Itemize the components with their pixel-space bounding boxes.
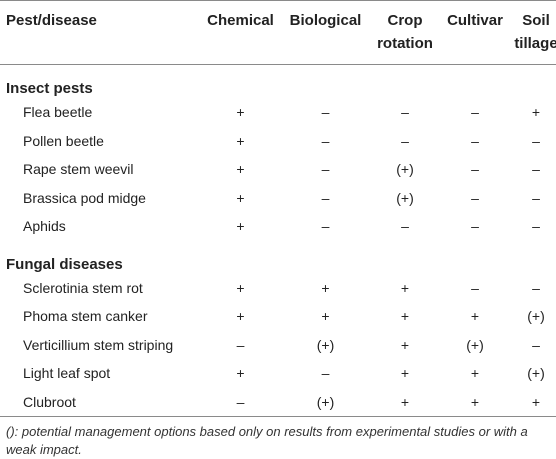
cell-cultivar: – (471, 104, 479, 121)
cell-crop-rotation: + (400, 393, 410, 410)
group-title: Insect pests (6, 80, 93, 97)
table-row: Flea beetle + – – – + (0, 98, 556, 127)
cell-cultivar: – (471, 189, 479, 206)
cell-chemical: – (236, 336, 245, 353)
top-rule (0, 0, 556, 1)
table-row: Sclerotinia stem rot + + + – – (0, 274, 556, 303)
cell-crop-rotation: + (400, 279, 410, 296)
cell-biological: + (321, 279, 330, 296)
cell-cultivar: – (471, 132, 479, 149)
cell-soil-tillage: – (532, 218, 540, 235)
row-name: Sclerotinia stem rot (23, 279, 143, 296)
header-chemical: Chemical (207, 12, 274, 29)
cell-biological: – (321, 132, 330, 149)
table-footnote: (): potential management options based o… (6, 424, 528, 457)
cell-chemical: – (236, 393, 245, 410)
cell-cultivar: + (470, 393, 480, 410)
cell-crop-rotation: + (400, 308, 410, 325)
row-name: Light leaf spot (23, 365, 111, 382)
cell-soil-tillage: – (532, 279, 540, 296)
row-name: Pollen beetle (23, 132, 104, 149)
cell-crop-rotation: + (400, 365, 410, 382)
table-row: Pollen beetle + – – – – (0, 127, 556, 156)
cell-biological: – (321, 218, 330, 235)
row-name: Phoma stem canker (23, 308, 148, 325)
table-row: Phoma stem canker + + + + (+) (0, 302, 556, 331)
cell-cultivar: – (471, 279, 479, 296)
cell-biological: (+) (316, 393, 335, 410)
cell-crop-rotation: – (401, 132, 409, 149)
cell-chemical: + (236, 365, 245, 382)
cell-cultivar: – (471, 161, 479, 178)
cell-biological: – (321, 365, 330, 382)
group-title: Fungal diseases (6, 255, 123, 273)
header-soil-tillage: Soil tillage (514, 12, 556, 52)
table-row: Aphids + – – – – (0, 212, 556, 241)
table-row: Verticillium stem striping – (+) + (+) – (0, 331, 556, 360)
cell-cultivar: + (470, 365, 480, 382)
cell-chemical: + (236, 161, 245, 178)
cell-chemical: + (236, 104, 245, 121)
header-biological: Biological (289, 12, 362, 29)
table-row: Clubroot – (+) + + + (0, 388, 556, 417)
row-name: Aphids (23, 218, 66, 235)
cell-soil-tillage: – (532, 132, 540, 149)
cell-chemical: + (236, 189, 245, 206)
group-row-insect-pests: Insect pests (0, 65, 556, 98)
cell-biological: + (321, 308, 330, 325)
cell-biological: – (321, 104, 330, 121)
cell-soil-tillage: + (531, 393, 541, 410)
cell-cultivar: – (471, 218, 479, 235)
cell-cultivar: + (470, 308, 480, 325)
cell-biological: – (321, 189, 330, 206)
cell-biological: (+) (316, 336, 335, 353)
row-name: Flea beetle (23, 104, 93, 121)
cell-chemical: + (236, 218, 245, 235)
cell-crop-rotation: (+) (396, 189, 414, 206)
table-header-row: Pest/disease Chemical Biological Crop ro… (0, 1, 556, 65)
cell-crop-rotation: – (401, 104, 409, 121)
table-row: Light leaf spot + – + + (+) (0, 359, 556, 388)
group-row-fungal-diseases: Fungal diseases (0, 241, 556, 274)
cell-soil-tillage: (+) (527, 308, 545, 325)
cell-crop-rotation: + (400, 336, 410, 353)
header-rule (0, 64, 556, 65)
cell-chemical: + (236, 308, 245, 325)
cell-chemical: + (236, 279, 245, 296)
row-name: Rape stem weevil (23, 161, 134, 178)
row-name: Brassica pod midge (23, 189, 146, 206)
cell-soil-tillage: – (532, 189, 540, 206)
row-name: Clubroot (23, 393, 76, 410)
cell-crop-rotation: (+) (396, 161, 414, 178)
cell-biological: – (321, 161, 330, 178)
cell-soil-tillage: + (531, 104, 541, 121)
cell-soil-tillage: – (532, 336, 540, 353)
bottom-rule (0, 416, 556, 417)
cell-cultivar: (+) (466, 336, 484, 353)
header-cultivar: Cultivar (447, 12, 503, 29)
header-pest-disease: Pest/disease (6, 12, 97, 29)
cell-soil-tillage: (+) (527, 365, 545, 382)
header-crop-rotation: Crop rotation (377, 12, 433, 52)
cell-soil-tillage: – (532, 161, 540, 178)
cell-chemical: + (236, 132, 245, 149)
management-options-table: Pest/disease Chemical Biological Crop ro… (0, 1, 556, 416)
row-name: Verticillium stem striping (23, 336, 174, 353)
table-row: Brassica pod midge + – (+) – – (0, 184, 556, 213)
cell-crop-rotation: – (401, 218, 409, 235)
table-row: Rape stem weevil + – (+) – – (0, 155, 556, 184)
